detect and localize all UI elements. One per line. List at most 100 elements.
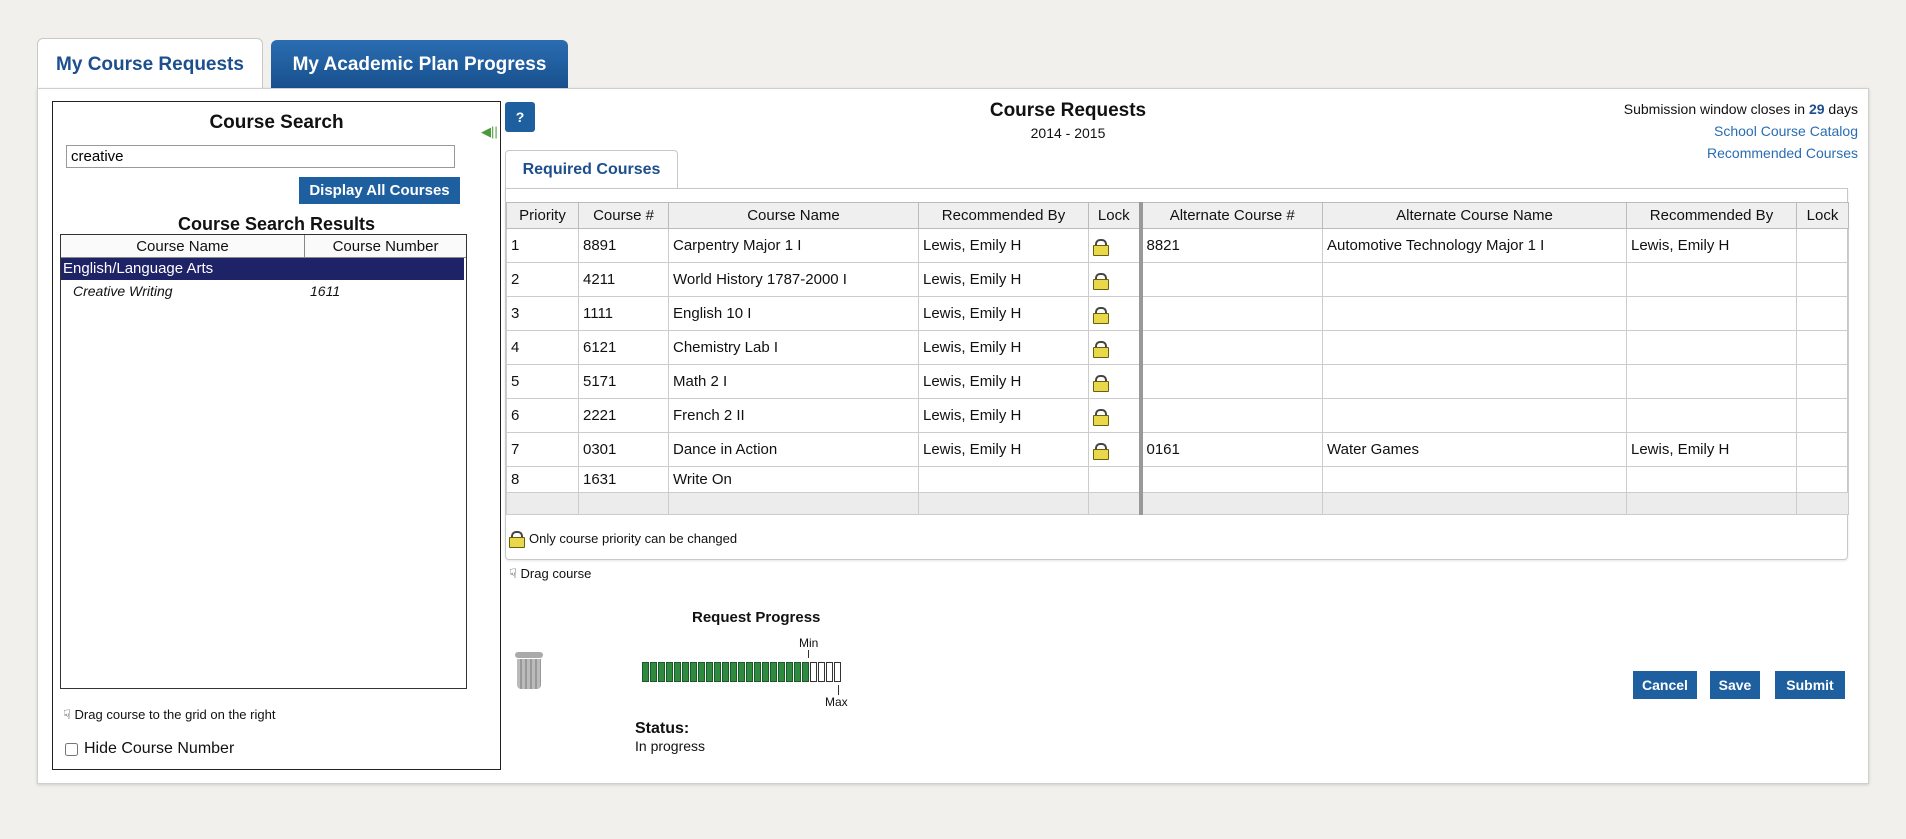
cell-recommended-by xyxy=(918,466,1089,493)
collapse-panel-icon[interactable]: ◀|| xyxy=(481,124,498,139)
table-row[interactable]: 6 2221 French 2 II Lewis, Emily H xyxy=(506,398,1849,433)
tab-my-course-requests[interactable]: My Course Requests xyxy=(37,38,263,90)
table-header-row: Priority Course # Course Name Recommende… xyxy=(506,202,1849,229)
cell-alternate-course-name xyxy=(1322,398,1627,433)
cell-recommended-by: Lewis, Emily H xyxy=(918,364,1089,399)
progress-max-label: Max xyxy=(825,695,848,709)
table-row[interactable]: 1 8891 Carpentry Major 1 I Lewis, Emily H 88… xyxy=(506,228,1849,263)
help-button[interactable]: ? xyxy=(505,102,535,132)
table-row[interactable]: 7 0301 Dance in Action Lewis, Emily H 0161 Wa… xyxy=(506,432,1849,467)
save-button[interactable]: Save xyxy=(1710,671,1760,699)
cell-alt-recommended-by xyxy=(1626,296,1797,331)
progress-segment xyxy=(666,662,673,682)
lock-icon xyxy=(509,531,525,548)
cell-alternate-course-number: 0161 xyxy=(1138,432,1323,467)
required-courses-area: Priority Course # Course Name Recommende… xyxy=(505,188,1849,560)
table-row[interactable]: 8 1631 Write On xyxy=(506,466,1849,493)
cell-alternate-course-number xyxy=(1138,398,1323,433)
empty-cell xyxy=(578,492,669,515)
progress-segment xyxy=(730,662,737,682)
submission-window-note: Submission window closes in 29 days xyxy=(1624,101,1858,117)
lock-icon xyxy=(1093,374,1109,392)
cell-alternate-course-name: Water Games xyxy=(1322,432,1627,467)
lock-icon xyxy=(1093,442,1109,460)
progress-segment xyxy=(826,662,833,682)
cell-lock xyxy=(1088,228,1141,263)
progress-max-tick xyxy=(838,685,839,695)
cell-alt-recommended-by: Lewis, Emily H xyxy=(1626,228,1797,263)
school-course-catalog-link[interactable]: School Course Catalog xyxy=(1714,123,1858,139)
table-row-empty[interactable] xyxy=(506,492,1849,515)
hide-course-number-label: Hide Course Number xyxy=(84,740,235,757)
progress-segment xyxy=(778,662,785,682)
cell-recommended-by: Lewis, Emily H xyxy=(918,432,1089,467)
display-all-courses-button[interactable]: Display All Courses xyxy=(299,177,460,204)
col-priority: Priority xyxy=(506,202,579,229)
cell-alt-recommended-by xyxy=(1626,330,1797,365)
drag-hand-icon: ☟ xyxy=(509,566,517,581)
cell-course-name: English 10 I xyxy=(668,296,919,331)
empty-cell xyxy=(506,492,579,515)
cell-alt-recommended-by xyxy=(1626,262,1797,297)
cell-alt-recommended-by: Lewis, Emily H xyxy=(1626,432,1797,467)
trash-icon[interactable] xyxy=(515,652,543,689)
cell-course-number: 1631 xyxy=(578,466,669,493)
hide-course-number-checkbox[interactable] xyxy=(65,742,78,756)
empty-cell xyxy=(918,492,1089,515)
result-group-english[interactable]: English/Language Arts xyxy=(61,258,464,280)
results-col-course-name: Course Name xyxy=(61,235,305,257)
cell-alt-lock xyxy=(1796,364,1849,399)
tab-my-academic-plan-progress[interactable]: My Academic Plan Progress xyxy=(271,40,568,90)
cell-alternate-course-number: 8821 xyxy=(1138,228,1323,263)
progress-segment xyxy=(794,662,801,682)
cell-lock xyxy=(1088,466,1141,493)
progress-segment xyxy=(714,662,721,682)
lock-icon xyxy=(1093,408,1109,426)
progress-segment xyxy=(834,662,841,682)
cell-course-number: 4211 xyxy=(578,262,669,297)
progress-segment xyxy=(642,662,649,682)
results-col-course-number: Course Number xyxy=(332,237,439,255)
cancel-button[interactable]: Cancel xyxy=(1633,671,1697,699)
submit-button[interactable]: Submit xyxy=(1775,671,1845,699)
status-value: In progress xyxy=(635,738,706,754)
school-year: 2014 - 2015 xyxy=(1030,125,1106,141)
course-requests-table: Priority Course # Course Name Recommende… xyxy=(506,202,1849,515)
cell-course-name: Math 2 I xyxy=(668,364,919,399)
progress-segment xyxy=(690,662,697,682)
cell-lock xyxy=(1088,432,1141,467)
cell-alt-lock xyxy=(1796,330,1849,365)
cell-alt-recommended-by xyxy=(1626,466,1797,493)
cell-alternate-course-name xyxy=(1322,296,1627,331)
cell-priority: 1 xyxy=(506,228,579,263)
progress-segment xyxy=(738,662,745,682)
col-alternate-course-name: Alternate Course Name xyxy=(1322,202,1627,229)
tab-required-courses[interactable]: Required Courses xyxy=(505,150,678,188)
progress-segment xyxy=(770,662,777,682)
course-search-results-title: Course Search Results xyxy=(177,214,376,234)
hide-course-number-toggle[interactable]: Hide Course Number xyxy=(65,740,234,758)
lock-icon xyxy=(1093,306,1109,324)
course-search-input[interactable] xyxy=(66,145,455,168)
cell-lock xyxy=(1088,330,1141,365)
cell-alternate-course-number xyxy=(1138,296,1323,331)
cell-alt-lock xyxy=(1796,296,1849,331)
table-row[interactable]: 5 5171 Math 2 I Lewis, Emily H xyxy=(506,364,1849,399)
main-panel: Course Search ◀|| Display All Courses Co… xyxy=(37,88,1869,784)
progress-min-tick xyxy=(808,650,809,658)
cell-lock xyxy=(1088,262,1141,297)
course-search-title: Course Search xyxy=(209,112,344,133)
page-title: Course Requests xyxy=(989,100,1147,121)
cell-course-number: 0301 xyxy=(578,432,669,467)
cell-alternate-course-number xyxy=(1138,364,1323,399)
table-row[interactable]: 2 4211 World History 1787-2000 I Lewis, Emi… xyxy=(506,262,1849,297)
list-item[interactable]: Creative Writing 1611 xyxy=(61,280,466,301)
progress-segment xyxy=(674,662,681,682)
recommended-courses-link[interactable]: Recommended Courses xyxy=(1707,145,1858,161)
empty-cell xyxy=(1088,492,1141,515)
table-row[interactable]: 4 6121 Chemistry Lab I Lewis, Emily H xyxy=(506,330,1849,365)
table-row[interactable]: 3 1111 English 10 I Lewis, Emily H xyxy=(506,296,1849,331)
cell-alternate-course-number xyxy=(1138,330,1323,365)
col-alt-lock: Lock xyxy=(1796,202,1849,229)
request-progress-title: Request Progress xyxy=(692,609,821,626)
